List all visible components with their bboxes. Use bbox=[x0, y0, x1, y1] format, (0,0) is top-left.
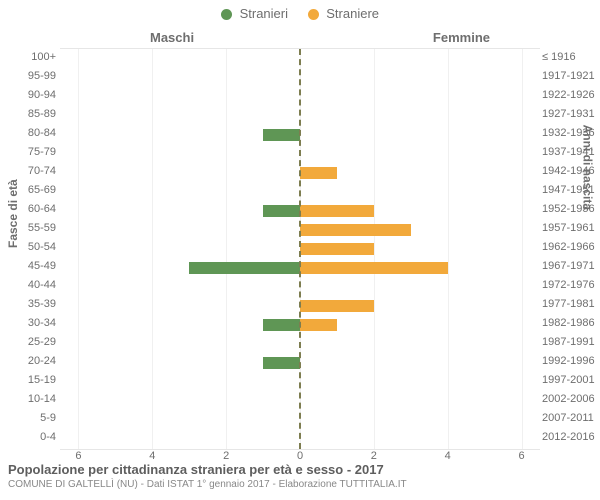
legend-label-maschi: Stranieri bbox=[240, 6, 288, 21]
birth-year-label: 1937-1941 bbox=[542, 146, 598, 158]
birth-year-label: 1997-2001 bbox=[542, 374, 598, 386]
gridline bbox=[78, 49, 79, 449]
center-line bbox=[299, 49, 301, 449]
header-maschi: Maschi bbox=[150, 30, 194, 45]
x-tick-label: 2 bbox=[223, 450, 229, 462]
birth-year-label: 1952-1956 bbox=[542, 203, 598, 215]
age-label: 25-29 bbox=[16, 336, 56, 348]
age-label: 75-79 bbox=[16, 146, 56, 158]
footer-subtitle: COMUNE DI GALTELLÌ (NU) - Dati ISTAT 1° … bbox=[8, 479, 592, 490]
birth-year-label: 1992-1996 bbox=[542, 355, 598, 367]
gridline bbox=[448, 49, 449, 449]
birth-year-label: 1967-1971 bbox=[542, 260, 598, 272]
age-label: 65-69 bbox=[16, 184, 56, 196]
age-label: 50-54 bbox=[16, 241, 56, 253]
gridline bbox=[226, 49, 227, 449]
x-tick-label: 6 bbox=[75, 450, 81, 462]
age-label: 45-49 bbox=[16, 260, 56, 272]
age-label: 15-19 bbox=[16, 374, 56, 386]
bar-maschi bbox=[263, 205, 300, 217]
age-label: 40-44 bbox=[16, 279, 56, 291]
birth-year-label: 1927-1931 bbox=[542, 108, 598, 120]
birth-year-label: 1982-1986 bbox=[542, 317, 598, 329]
age-label: 80-84 bbox=[16, 127, 56, 139]
gridline bbox=[152, 49, 153, 449]
header-femmine: Femmine bbox=[433, 30, 490, 45]
birth-year-label: 1922-1926 bbox=[542, 89, 598, 101]
footer: Popolazione per cittadinanza straniera p… bbox=[8, 462, 592, 490]
chart-container: Stranieri Straniere Maschi Femmine Fasce… bbox=[0, 0, 600, 500]
bar-femmine bbox=[300, 319, 337, 331]
age-label: 60-64 bbox=[16, 203, 56, 215]
age-label: 30-34 bbox=[16, 317, 56, 329]
birth-year-label: 1917-1921 bbox=[542, 70, 598, 82]
x-tick-label: 2 bbox=[371, 450, 377, 462]
legend-item-femmine: Straniere bbox=[308, 6, 379, 21]
bar-femmine bbox=[300, 167, 337, 179]
birth-year-label: 2002-2006 bbox=[542, 393, 598, 405]
bar-femmine bbox=[300, 205, 374, 217]
x-tick-label: 0 bbox=[297, 450, 303, 462]
bar-femmine bbox=[300, 243, 374, 255]
age-label: 55-59 bbox=[16, 222, 56, 234]
x-tick-label: 4 bbox=[149, 450, 155, 462]
birth-year-label: 1962-1966 bbox=[542, 241, 598, 253]
legend-item-maschi: Stranieri bbox=[221, 6, 288, 21]
birth-year-label: 2007-2011 bbox=[542, 412, 598, 424]
birth-year-label: 1932-1936 bbox=[542, 127, 598, 139]
birth-year-label: 1947-1951 bbox=[542, 184, 598, 196]
birth-year-label: 2012-2016 bbox=[542, 431, 598, 443]
bar-femmine bbox=[300, 262, 448, 274]
bar-maschi bbox=[189, 262, 300, 274]
bar-maschi bbox=[263, 357, 300, 369]
age-label: 100+ bbox=[16, 51, 56, 63]
age-label: 0-4 bbox=[16, 431, 56, 443]
bar-femmine bbox=[300, 224, 411, 236]
age-label: 90-94 bbox=[16, 89, 56, 101]
birth-year-label: 1977-1981 bbox=[542, 298, 598, 310]
birth-year-label: 1942-1946 bbox=[542, 165, 598, 177]
age-label: 35-39 bbox=[16, 298, 56, 310]
age-label: 5-9 bbox=[16, 412, 56, 424]
bar-maschi bbox=[263, 319, 300, 331]
birth-year-label: 1957-1961 bbox=[542, 222, 598, 234]
legend: Stranieri Straniere bbox=[0, 6, 600, 21]
legend-dot-femmine bbox=[308, 9, 319, 20]
legend-label-femmine: Straniere bbox=[326, 6, 379, 21]
gridline bbox=[522, 49, 523, 449]
footer-title: Popolazione per cittadinanza straniera p… bbox=[8, 462, 592, 477]
age-label: 95-99 bbox=[16, 70, 56, 82]
age-label: 20-24 bbox=[16, 355, 56, 367]
birth-year-label: ≤ 1916 bbox=[542, 51, 598, 63]
age-label: 10-14 bbox=[16, 393, 56, 405]
x-tick-label: 4 bbox=[445, 450, 451, 462]
birth-year-label: 1987-1991 bbox=[542, 336, 598, 348]
legend-dot-maschi bbox=[221, 9, 232, 20]
x-tick-label: 6 bbox=[518, 450, 524, 462]
plot-area bbox=[60, 48, 540, 450]
gridline bbox=[374, 49, 375, 449]
bar-femmine bbox=[300, 300, 374, 312]
age-label: 85-89 bbox=[16, 108, 56, 120]
age-label: 70-74 bbox=[16, 165, 56, 177]
bar-maschi bbox=[263, 129, 300, 141]
birth-year-label: 1972-1976 bbox=[542, 279, 598, 291]
